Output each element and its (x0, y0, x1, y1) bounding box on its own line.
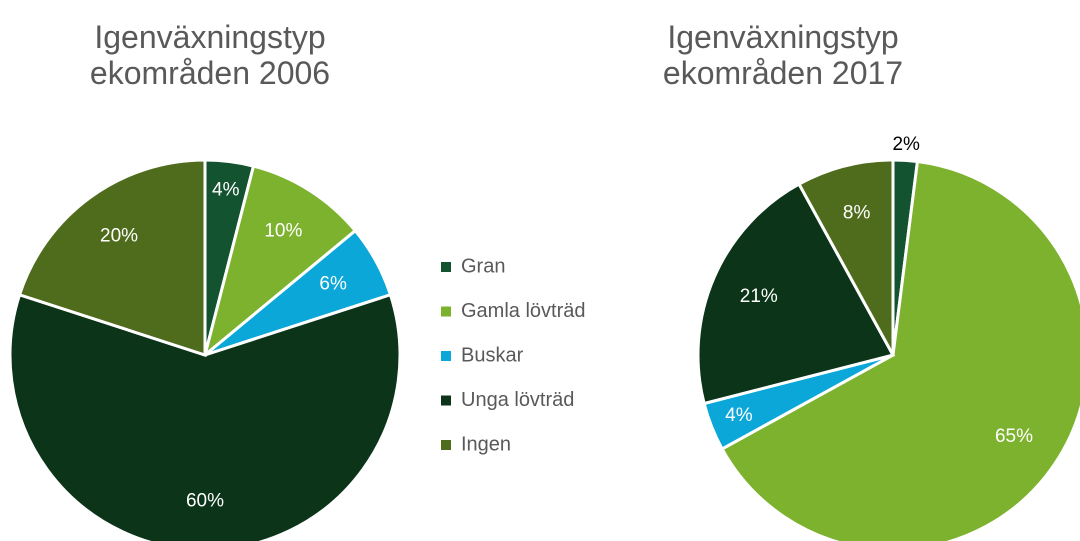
pie-slice (202, 164, 358, 360)
pie-slice (720, 159, 1080, 541)
data-label: 10% (264, 221, 302, 242)
legend-label: Ingen (461, 433, 511, 455)
legend-swatch (441, 306, 451, 317)
legend-swatch (441, 351, 451, 361)
legend-swatch (441, 440, 451, 450)
legend-swatch (441, 262, 451, 272)
data-label: 8% (843, 202, 871, 223)
pie-slice (797, 158, 895, 356)
data-label: 4% (725, 405, 753, 426)
pie-slice (696, 182, 896, 406)
data-label: 21% (740, 286, 778, 307)
legend-label: Gamla lövträd (461, 300, 586, 322)
pie-slice (17, 158, 207, 358)
data-label: 6% (319, 274, 347, 295)
legend-swatch (441, 395, 451, 406)
data-label: 4% (212, 180, 240, 201)
data-label: 20% (100, 226, 138, 247)
legend-label: Gran (461, 255, 505, 277)
pie-slice (8, 292, 402, 541)
data-label: 60% (186, 490, 224, 511)
legend-label: Buskar (461, 344, 524, 366)
data-label: 65% (995, 426, 1033, 447)
data-label: 2% (892, 134, 920, 155)
legend-label: Unga lövträd (461, 389, 574, 411)
chart-title: Igenväxningstyp ekområden 2017 (663, 19, 903, 91)
chart-title: Igenväxningstyp ekområden 2006 (90, 19, 330, 91)
